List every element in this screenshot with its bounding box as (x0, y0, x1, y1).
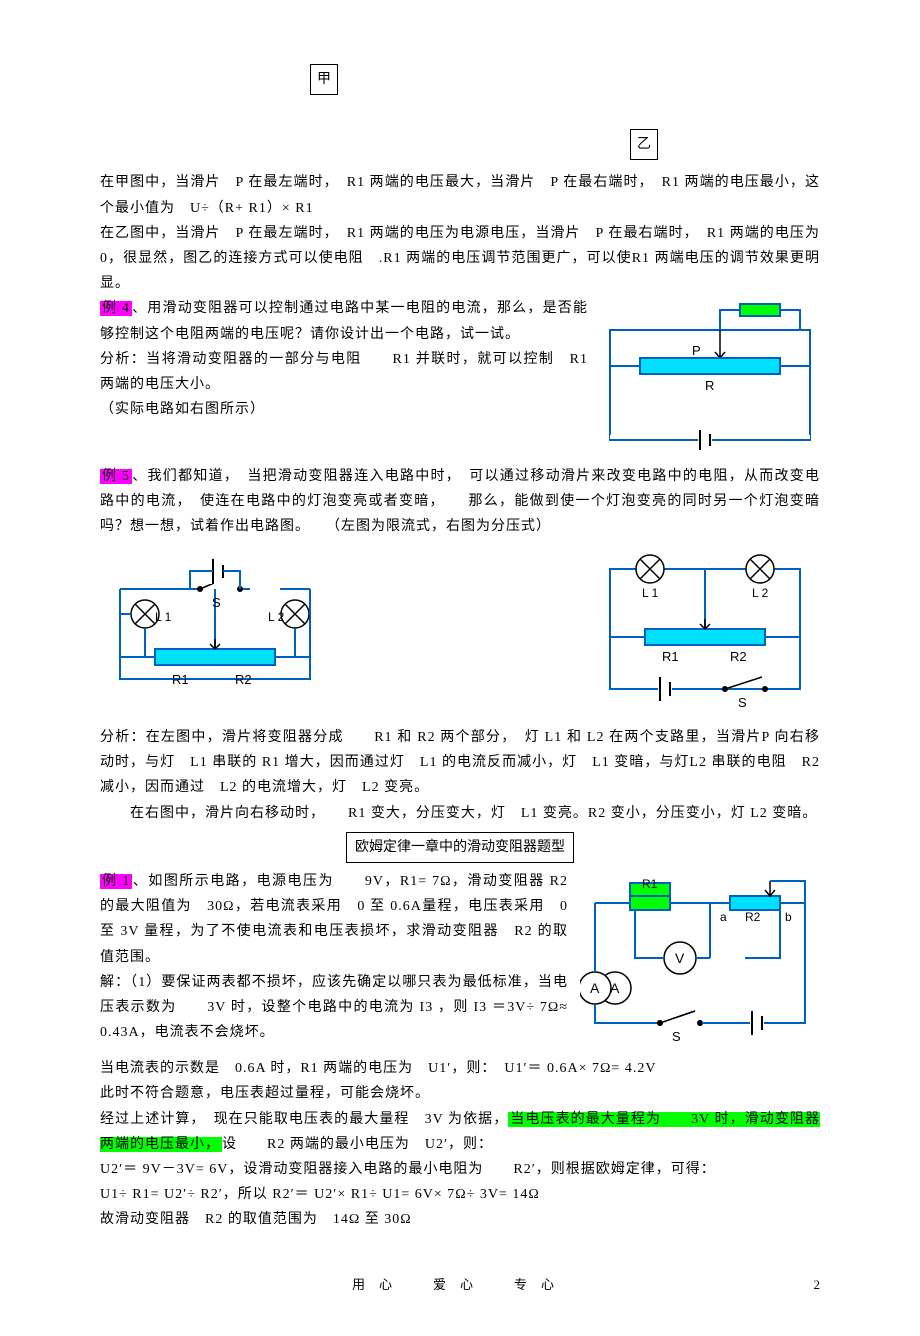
circuit-ex5-left: L 1 S L 2 (100, 549, 330, 699)
label-b: b (785, 910, 792, 924)
circuit-ex5-right: L 1 L 2 R1 R2 S (590, 549, 820, 719)
example-1-label: 例 1 (100, 874, 132, 889)
section-title: 欧姆定律一章中的滑动变阻器题型 (346, 832, 574, 863)
svg-text:A: A (590, 980, 600, 996)
label-L1-right: L 1 (642, 586, 659, 600)
label-P: P (692, 343, 701, 358)
example-5-body: 、我们都知道， 当把滑动变阻器连入电路中时， 可以通过移动滑片来改变电路中的电阻… (100, 469, 820, 534)
label-R2-ex1: R2 (745, 910, 761, 924)
label-S-ex1: S (672, 1029, 681, 1043)
label-S-right: S (738, 695, 747, 710)
example-5: 例 5、我们都知道， 当把滑动变阻器连入电路中时， 可以通过移动滑片来改变电路中… (100, 464, 820, 540)
label-R: R (705, 378, 714, 393)
example-1-body: 、如图所示电路，电源电压为 9V，R1= 7Ω，滑动变阻器 R2 的最大阻值为 … (100, 874, 568, 965)
sol4a: 经过上述计算， 现在只能取电压表的最大量程 3V 为依据， (100, 1112, 508, 1127)
paragraph-2: 在乙图中，当滑片 P 在最左端时， R1 两端的电压为电源电压，当滑片 P 在最… (100, 221, 820, 297)
label-jia: 甲 (310, 64, 338, 95)
example-1-sol6: U1÷ R1= U2′÷ R2′，所以 R2′＝ U2′× R1÷ U1= 6V… (100, 1182, 820, 1207)
page-number: 2 (814, 1273, 821, 1296)
circuit-ex4: R1 P R (600, 300, 820, 459)
sol4c: 设 R2 两端的最小电压为 U2′，则： (222, 1137, 493, 1152)
footer: 用心 爱心 专心 2 (100, 1273, 820, 1296)
footer-text: 用心 爱心 专心 (352, 1277, 568, 1292)
example-1-sol5: U2′＝ 9V－3V= 6V，设滑动变阻器接入电路的最小电阻为 R2′，则根据欧… (100, 1157, 820, 1182)
page: 甲 乙 在甲图中，当滑片 P 在最左端时， R1 两端的电压最大，当滑片 P 在… (0, 0, 920, 1336)
label-R1: R1 (755, 300, 771, 301)
example-1-sol3: 此时不符合题意，电压表超过量程，可能会烧坏。 (100, 1081, 820, 1106)
label-R1-ex1: R1 (642, 877, 658, 891)
circuit-row-ex5: L 1 S L 2 (100, 549, 820, 719)
label-R1-left: R1 (172, 672, 189, 687)
example-4-body: 、用滑动变阻器可以控制通过电路中某一电阻的电流，那么，是否能够控制这个电阻两端的… (100, 301, 588, 341)
label-R1-right: R1 (662, 649, 679, 664)
section-title-wrap: 欧姆定律一章中的滑动变阻器题型 (100, 826, 820, 869)
example-5-analysis-1: 分析：在左图中，滑片将变阻器分成 R1 和 R2 两个部分， 灯 L1 和 L2… (100, 725, 820, 801)
example-1-sol7: 故滑动变阻器 R2 的取值范围为 14Ω 至 30Ω (100, 1207, 820, 1232)
label-S-left: S (212, 595, 221, 610)
label-a: a (720, 910, 727, 924)
label-yi: 乙 (630, 129, 658, 160)
label-R2-right: R2 (730, 649, 747, 664)
circuit-ex1: R1 a R2 b V A (580, 873, 820, 1052)
example-5-label: 例 5 (100, 469, 132, 484)
example-5-analysis-2: 在右图中，滑片向右移动时， R1 变大，分压变大，灯 L1 变亮。R2 变小，分… (100, 801, 820, 826)
example-1-sol4: 经过上述计算， 现在只能取电压表的最大量程 3V 为依据，当电压表的最大量程为 … (100, 1107, 820, 1157)
label-L2-right: L 2 (752, 586, 769, 600)
example-1-sol2: 当电流表的示数是 0.6A 时，R1 两端的电压为 U1′，则： U1′＝ 0.… (100, 1056, 820, 1081)
label-L2-left: L 2 (268, 610, 285, 624)
label-V: V (675, 950, 685, 966)
label-R2-left: R2 (235, 672, 252, 687)
label-L1-left: L 1 (155, 610, 172, 624)
example-4-label: 例 4 (100, 301, 132, 316)
paragraph-1: 在甲图中，当滑片 P 在最左端时， R1 两端的电压最大，当滑片 P 在最右端时… (100, 170, 820, 220)
